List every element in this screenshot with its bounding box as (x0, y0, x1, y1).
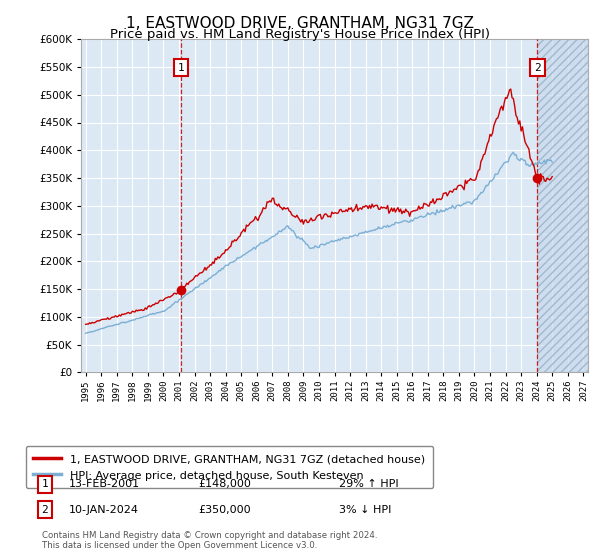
Text: 2: 2 (534, 63, 541, 73)
Text: 2: 2 (41, 505, 49, 515)
Text: Price paid vs. HM Land Registry's House Price Index (HPI): Price paid vs. HM Land Registry's House … (110, 28, 490, 41)
Text: 1, EASTWOOD DRIVE, GRANTHAM, NG31 7GZ: 1, EASTWOOD DRIVE, GRANTHAM, NG31 7GZ (126, 16, 474, 31)
Text: £148,000: £148,000 (198, 479, 251, 489)
Text: 3% ↓ HPI: 3% ↓ HPI (339, 505, 391, 515)
Text: 29% ↑ HPI: 29% ↑ HPI (339, 479, 398, 489)
Legend: 1, EASTWOOD DRIVE, GRANTHAM, NG31 7GZ (detached house), HPI: Average price, deta: 1, EASTWOOD DRIVE, GRANTHAM, NG31 7GZ (d… (26, 446, 433, 488)
Bar (537, 39, 591, 372)
Text: 10-JAN-2024: 10-JAN-2024 (69, 505, 139, 515)
Text: 1: 1 (178, 63, 184, 73)
Bar (537, 39, 599, 372)
Text: 1: 1 (41, 479, 49, 489)
Text: £350,000: £350,000 (198, 505, 251, 515)
Text: Contains HM Land Registry data © Crown copyright and database right 2024.
This d: Contains HM Land Registry data © Crown c… (42, 530, 377, 550)
Text: 13-FEB-2001: 13-FEB-2001 (69, 479, 140, 489)
